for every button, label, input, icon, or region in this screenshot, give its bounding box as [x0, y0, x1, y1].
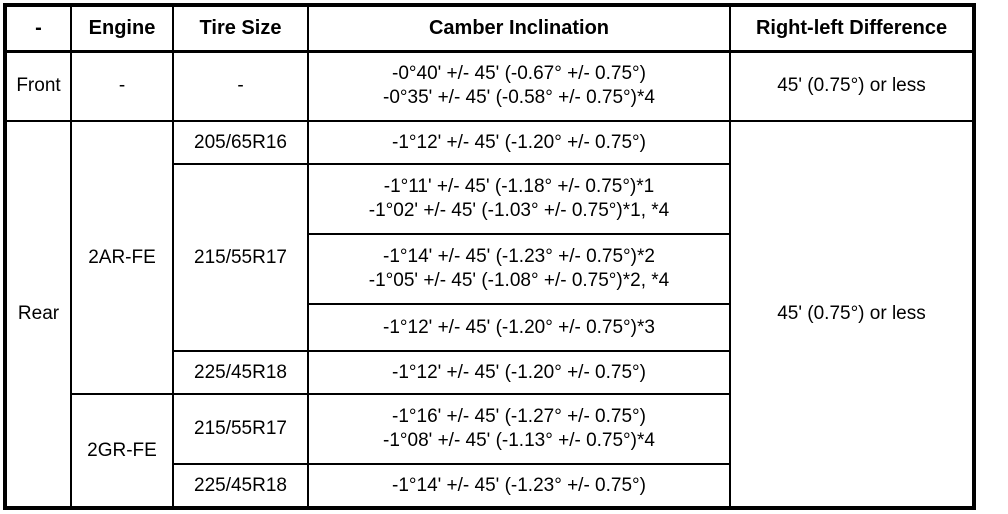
camber-line: -1°05' +/- 45' (-1.08° +/- 0.75°)*2, *4 — [368, 270, 670, 291]
camber-cell: -1°12' +/- 45' (-1.20° +/- 0.75°)*3 — [307, 303, 731, 352]
header-tire-size: Tire Size — [172, 4, 309, 53]
position-cell: Rear — [4, 120, 72, 509]
table-row: Rear 2AR-FE 205/65R16 -1°12' +/- 45' (-1… — [4, 120, 975, 509]
table-row: 2GR-FE 215/55R17 -1°16' +/- 45' (-1.27° … — [5, 393, 974, 509]
camber-line: -1°12' +/- 45' (-1.20° +/- 0.75°)*3 — [383, 316, 655, 338]
camber-line: -0°40' +/- 45' (-0.67° +/- 0.75°) — [392, 63, 646, 85]
position-cell: Front — [4, 50, 72, 122]
header-engine: Engine — [70, 4, 174, 53]
camber-cell: -1°14' +/- 45' (-1.23° +/- 0.75°)*2 -1°0… — [307, 233, 731, 305]
camber-cell: -1°14' +/- 45' (-1.23° +/- 0.75°) — [307, 463, 731, 509]
camber-line: -1°02' +/- 45' (-1.03° +/- 0.75°)*1, *4 — [368, 200, 670, 221]
tire-cell: 205/65R16 — [172, 120, 309, 165]
engine-cell: 2AR-FE — [70, 120, 174, 395]
table-row: -1°12' +/- 45' (-1.20° +/- 0.75°)*3 — [5, 303, 974, 352]
camber-line: -0°35' +/- 45' (-0.58° +/- 0.75°)*4 — [383, 87, 655, 109]
camber-spec-table: - Engine Tire Size Camber Inclination Ri… — [3, 3, 976, 510]
engine-cell: - — [70, 50, 174, 122]
camber-line: -1°11' +/- 45' (-1.18° +/- 0.75°)*1 — [383, 176, 655, 197]
camber-cell: -1°16' +/- 45' (-1.27° +/- 0.75°) -1°08'… — [307, 393, 731, 465]
header-difference: Right-left Difference — [729, 4, 975, 53]
table-row: 215/55R17 -1°11' +/- 45' (-1.18° +/- 0.7… — [5, 163, 974, 352]
camber-cell: -1°11' +/- 45' (-1.18° +/- 0.75°)*1 -1°0… — [307, 163, 731, 235]
table-row: 225/45R18 -1°14' +/- 45' (-1.23° +/- 0.7… — [5, 463, 974, 509]
table-row: 225/45R18 -1°12' +/- 45' (-1.20° +/- 0.7… — [5, 350, 974, 395]
tire-cell: 215/55R17 — [172, 393, 309, 465]
difference-cell: 45' (0.75°) or less — [729, 120, 975, 509]
table-row-front: Front - - -0°40' +/- 45' (-0.67° +/- 0.7… — [4, 50, 975, 122]
tire-cell: 225/45R18 — [172, 350, 309, 395]
header-position: - — [4, 4, 72, 53]
camber-line: -1°12' +/- 45' (-1.20° +/- 0.75°) — [392, 361, 646, 383]
difference-cell: 45' (0.75°) or less — [729, 50, 975, 122]
tire-cell: 225/45R18 — [172, 463, 309, 509]
camber-line: -1°16' +/- 45' (-1.27° +/- 0.75°) — [392, 406, 646, 427]
header-row: - Engine Tire Size Camber Inclination Ri… — [4, 4, 975, 53]
camber-line: -1°14' +/- 45' (-1.23° +/- 0.75°) — [392, 474, 646, 496]
tire-cell: - — [172, 50, 309, 122]
camber-line: -1°14' +/- 45' (-1.23° +/- 0.75°)*2 — [383, 246, 655, 267]
tire-cell: 215/55R17 — [172, 163, 309, 352]
camber-cell: -1°12' +/- 45' (-1.20° +/- 0.75°) — [307, 350, 731, 395]
table-row: -1°14' +/- 45' (-1.23° +/- 0.75°)*2 -1°0… — [5, 233, 974, 305]
camber-line: -1°08' +/- 45' (-1.13° +/- 0.75°)*4 — [383, 430, 655, 451]
camber-cell: -0°40' +/- 45' (-0.67° +/- 0.75°) -0°35'… — [307, 50, 731, 122]
camber-cell: -1°12' +/- 45' (-1.20° +/- 0.75°) — [307, 120, 731, 165]
camber-line: -1°12' +/- 45' (-1.20° +/- 0.75°) — [392, 131, 646, 153]
header-camber: Camber Inclination — [307, 4, 731, 53]
engine-cell: 2GR-FE — [70, 393, 174, 509]
